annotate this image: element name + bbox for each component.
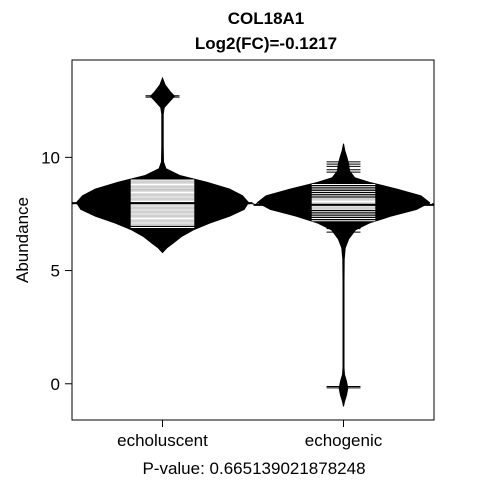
y-tick-label: 5 xyxy=(51,262,60,281)
x-tick-label: echoluscent xyxy=(117,431,208,450)
y-axis: 0 5 10 xyxy=(41,148,73,394)
y-tick-label: 0 xyxy=(51,375,60,394)
chart-title: COL18A1 xyxy=(228,9,305,28)
beans-layer xyxy=(72,76,434,407)
plot-frame xyxy=(71,59,435,421)
chart-subtitle: Log2(FC)=-0.1217 xyxy=(195,34,337,53)
x-axis: echoluscent echogenic xyxy=(117,419,383,450)
y-axis-label: Abundance xyxy=(13,197,32,283)
bean-echogenic xyxy=(253,143,434,407)
bean-echoluscent xyxy=(72,76,253,254)
y-tick-label: 10 xyxy=(41,148,60,167)
x-tick-label: echogenic xyxy=(305,431,383,450)
x-axis-label: P-value: 0.665139021878248 xyxy=(142,459,365,478)
